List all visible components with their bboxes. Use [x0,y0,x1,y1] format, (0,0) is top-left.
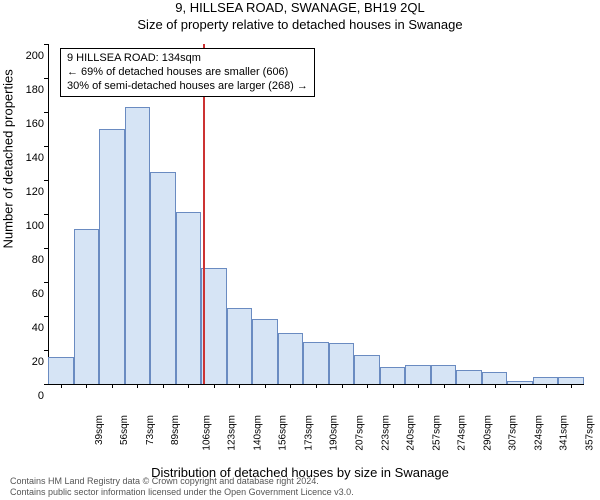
x-tick-label: 341sqm [559,415,570,451]
y-tick-label: 20 [18,356,44,368]
histogram-bar [227,308,253,385]
x-tick-label: 324sqm [533,415,544,451]
histogram-bar [558,377,584,384]
histogram-bar [482,372,508,384]
x-tick-label: 156sqm [278,415,289,451]
y-tick-label: 40 [18,322,44,334]
histogram-bar [252,319,278,384]
footer-attribution: Contains HM Land Registry data © Crown c… [10,476,354,498]
annotation-line: 9 HILLSEA ROAD: 134sqm [67,52,308,66]
histogram-bar [150,172,176,385]
x-tick-label: 257sqm [431,415,442,451]
y-tick-label: 120 [18,186,44,198]
x-tick-label: 73sqm [145,415,156,445]
histogram-bar [278,333,304,384]
histogram-bar [303,342,329,385]
y-tick-label: 160 [18,118,44,130]
chart-subtitle: Size of property relative to detached ho… [0,17,600,32]
annotation-line: ← 69% of detached houses are smaller (60… [67,66,308,80]
x-tick-label: 89sqm [170,415,181,445]
x-tick-label: 123sqm [227,415,238,451]
y-tick-label: 180 [18,84,44,96]
histogram-bar [533,377,559,384]
histogram-bar [99,129,125,384]
x-tick-label: 240sqm [406,415,417,451]
x-tick-label: 290sqm [482,415,493,451]
y-tick-label: 80 [18,254,44,266]
x-tick-label: 106sqm [201,415,212,451]
y-tick-label: 0 [18,390,44,402]
x-tick-label: 357sqm [584,415,595,451]
y-tick-label: 60 [18,288,44,300]
annotation-box: 9 HILLSEA ROAD: 134sqm← 69% of detached … [60,48,315,97]
y-axis-label: Number of detached properties [1,69,16,248]
x-tick-label: 39sqm [94,415,105,445]
histogram-bar [405,365,431,384]
page-title: 9, HILLSEA ROAD, SWANAGE, BH19 2QL [0,0,600,15]
histogram-bar [329,343,355,384]
histogram-bar [354,355,380,384]
y-tick-label: 140 [18,152,44,164]
histogram-bar [431,365,457,384]
annotation-line: 30% of semi-detached houses are larger (… [67,80,308,94]
histogram-bar [380,367,406,384]
x-tick-label: 223sqm [380,415,391,451]
x-tick-label: 140sqm [252,415,263,451]
histogram-bar [176,212,202,384]
footer-line-1: Contains HM Land Registry data © Crown c… [10,476,354,487]
y-tick-label: 100 [18,220,44,232]
histogram-bar [74,229,100,384]
chart-area: 02040608010012014016018020039sqm56sqm73s… [48,44,584,426]
x-tick-label: 207sqm [355,415,366,451]
histogram-bar [456,370,482,384]
x-tick-label: 307sqm [508,415,519,451]
y-tick-label: 200 [18,50,44,62]
x-tick-label: 190sqm [329,415,340,451]
x-tick-label: 274sqm [457,415,468,451]
x-tick-label: 173sqm [304,415,315,451]
histogram-bar [125,107,151,384]
footer-line-2: Contains public sector information licen… [10,487,354,498]
histogram-bar [48,357,74,384]
x-tick-label: 56sqm [119,415,130,445]
plot-area: 02040608010012014016018020039sqm56sqm73s… [48,44,584,426]
